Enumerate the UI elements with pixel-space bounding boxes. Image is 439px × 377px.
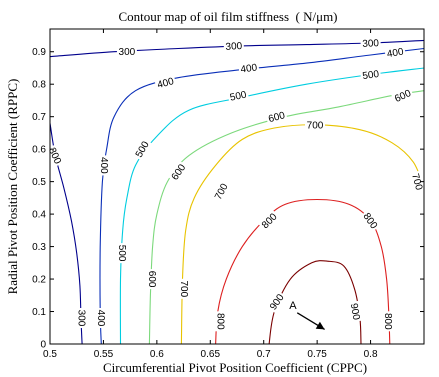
contour-label-300-3: 300 bbox=[360, 35, 381, 50]
contour-label-300-1: 300 bbox=[116, 45, 137, 58]
x-axis: 0.5 0.55 0.6 0.65 0.7 0.75 0.8 bbox=[43, 29, 378, 360]
contour-label-text: 600 bbox=[267, 110, 286, 125]
annotation-label: A bbox=[289, 300, 297, 312]
contour-label-text: 900 bbox=[348, 303, 362, 322]
contour-label-400-4: 400 bbox=[98, 155, 111, 176]
contour-label-text: 500 bbox=[116, 245, 127, 262]
contour-label-700-4: 700 bbox=[178, 278, 192, 299]
y-axis: 0 0.1 0.2 0.3 0.4 0.5 0.6 0.7 0.8 0.9 bbox=[32, 47, 424, 351]
contour-label-text: 500 bbox=[229, 89, 248, 103]
y-tick-label: 0.7 bbox=[32, 112, 46, 123]
y-tick-label: 0.8 bbox=[32, 80, 46, 91]
contour-label-text: 800 bbox=[382, 313, 393, 330]
contour-line-800-1 bbox=[215, 198, 391, 344]
contour-line-400-1 bbox=[99, 47, 424, 344]
x-tick-label: 0.55 bbox=[94, 349, 114, 360]
contour-label-text: 300 bbox=[362, 38, 380, 50]
x-tick-label: 0.7 bbox=[257, 349, 271, 360]
y-tick-label: 0 bbox=[40, 340, 46, 351]
y-axis-label: Radial Pivot Position Coefficient (RPPC) bbox=[5, 79, 20, 295]
y-tick-label: 0.4 bbox=[32, 210, 46, 221]
contour-labels: 300 300 3003003004004004004004005005005005… bbox=[46, 35, 427, 332]
annotation: A bbox=[289, 300, 325, 330]
contour-label-text: 700 bbox=[409, 172, 424, 191]
annotation-arrow-head bbox=[315, 321, 325, 330]
contour-label-400-5: 400 bbox=[95, 308, 108, 328]
contour-label-text: 500 bbox=[362, 69, 380, 82]
contour-label-text: 400 bbox=[240, 62, 258, 75]
contour-label-text: 300 bbox=[225, 41, 243, 53]
contour-label-700-2: 700 bbox=[409, 170, 427, 193]
contour-label-500-4: 500 bbox=[116, 243, 130, 264]
contour-label-500-2: 500 bbox=[359, 66, 382, 82]
contour-label-text: 700 bbox=[178, 280, 189, 297]
contour-label-600-2: 600 bbox=[265, 107, 288, 125]
contour-label-400-3: 400 bbox=[154, 73, 177, 91]
y-tick-label: 0.6 bbox=[32, 145, 46, 156]
contour-label-500-1: 500 bbox=[226, 87, 250, 104]
contour-label-text: 400 bbox=[98, 157, 109, 174]
contour-label-800-4: 800 bbox=[382, 311, 396, 332]
contour-label-text: 400 bbox=[95, 310, 106, 327]
contour-label-300-2: 300 bbox=[223, 38, 245, 53]
contour-label-600-4: 600 bbox=[146, 269, 160, 290]
contour-label-800-3: 800 bbox=[215, 311, 228, 332]
x-tick-label: 0.8 bbox=[364, 349, 378, 360]
y-tick-label: 0.3 bbox=[32, 242, 46, 253]
contour-label-400-1: 400 bbox=[237, 60, 260, 76]
contour-label-400-2: 400 bbox=[384, 44, 406, 60]
contour-label-900-2: 900 bbox=[348, 300, 364, 323]
y-tick-label: 0.2 bbox=[32, 275, 46, 286]
contour-label-300-5: 300 bbox=[76, 308, 89, 328]
contour-label-text: 400 bbox=[386, 46, 405, 60]
contour-line-700-1 bbox=[180, 124, 424, 344]
chart-title: Contour map of oil film stiffness ( N/μm… bbox=[118, 9, 337, 24]
contour-label-700-1: 700 bbox=[305, 118, 325, 131]
contour-label-text: 800 bbox=[215, 313, 226, 330]
x-tick-label: 0.6 bbox=[150, 349, 164, 360]
x-axis-label: Circumferential Pivot Position Coefficie… bbox=[103, 360, 367, 375]
plot-area bbox=[50, 29, 424, 344]
x-tick-label: 0.65 bbox=[201, 349, 221, 360]
contour-label-text: 300 bbox=[76, 310, 87, 327]
y-tick-label: 0.9 bbox=[32, 47, 46, 58]
contour-label-text: 600 bbox=[146, 271, 157, 288]
contour-line-600-1 bbox=[148, 90, 424, 344]
contour-label-text: 700 bbox=[307, 120, 324, 131]
x-tick-label: 0.75 bbox=[307, 349, 327, 360]
y-tick-label: 0.5 bbox=[32, 177, 46, 188]
contour-label-text: 400 bbox=[156, 76, 175, 91]
contour-label-text: 300 bbox=[119, 47, 136, 58]
y-tick-label: 0.1 bbox=[32, 307, 46, 318]
x-tick-label: 0.5 bbox=[43, 349, 57, 360]
plot-frame bbox=[49, 28, 425, 345]
